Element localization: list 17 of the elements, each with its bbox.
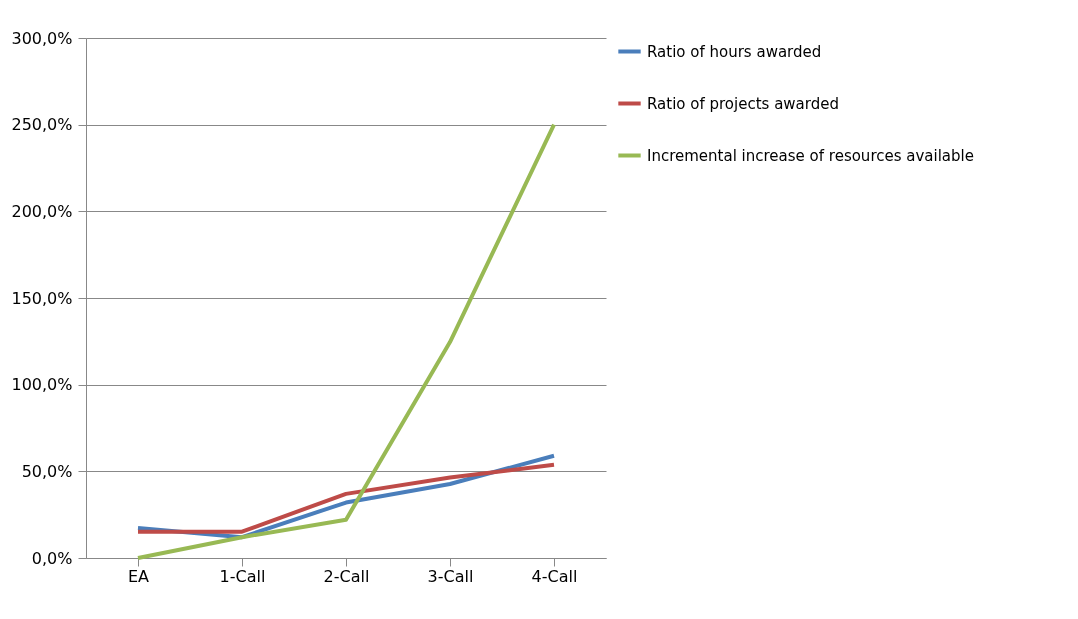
x-tick-label: 2-Call <box>323 566 370 586</box>
legend-label: Ratio of hours awarded <box>647 42 822 61</box>
legend-label: Incremental increase of resources available <box>647 146 974 165</box>
line-series <box>136 462 556 534</box>
x-tick-label: 3-Call <box>427 566 474 586</box>
y-tick-label: 300,0% <box>11 28 73 48</box>
x-tick-label: 1-Call <box>219 566 266 586</box>
x-tick-label: EA <box>127 566 150 586</box>
x-tick-label: 4-Call <box>531 566 578 586</box>
line-series <box>136 122 556 560</box>
legend-label: Ratio of projects awarded <box>647 94 839 113</box>
y-tick-label: 150,0% <box>11 288 73 308</box>
y-tick-label: 250,0% <box>11 115 73 135</box>
y-tick-label: 0,0% <box>31 548 73 568</box>
y-tick-label: 200,0% <box>11 201 73 221</box>
y-tick-label: 50,0% <box>21 461 73 481</box>
y-tick-label: 100,0% <box>11 375 73 395</box>
